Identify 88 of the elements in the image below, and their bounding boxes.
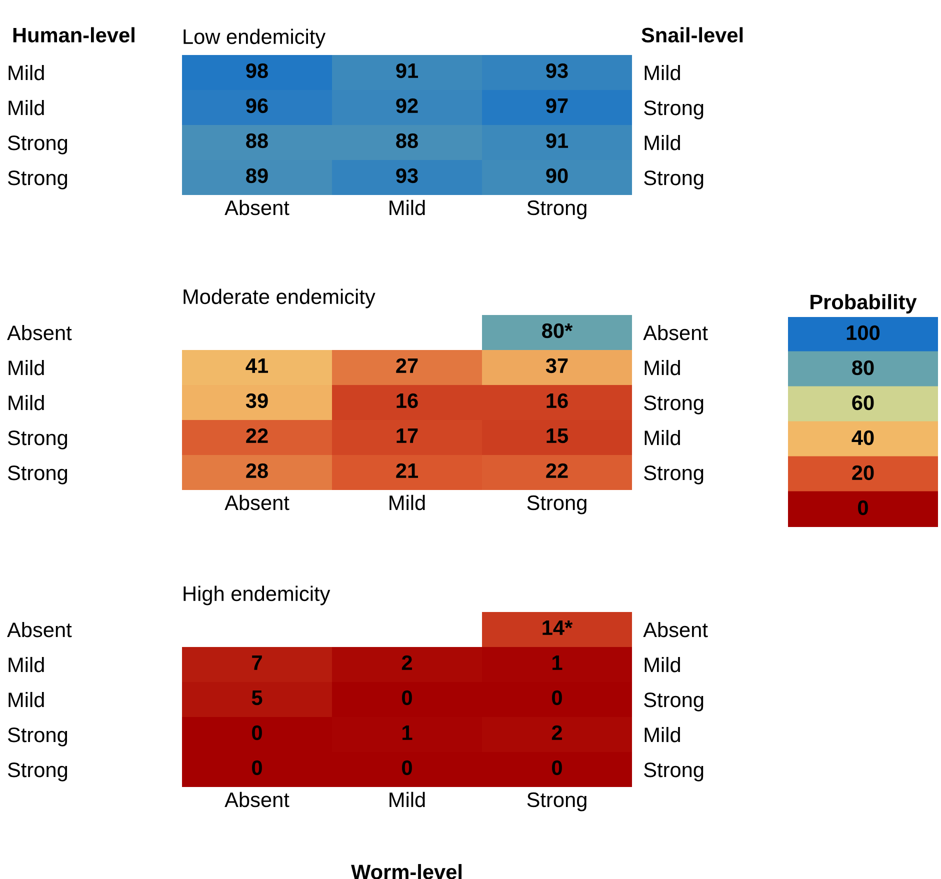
x-tick-label: Mild bbox=[390, 494, 425, 510]
data-label: 39 bbox=[246, 393, 268, 408]
x-tick-label: Mild bbox=[390, 200, 425, 216]
data-label: 0 bbox=[402, 690, 412, 706]
data-label: 16 bbox=[396, 393, 418, 408]
chart-title: High endemicity bbox=[184, 586, 330, 606]
data-label: 0 bbox=[552, 690, 562, 706]
color-bar-label: 40 bbox=[852, 430, 874, 446]
data-label: 0 bbox=[552, 760, 562, 776]
y2-tick-label: Strong bbox=[644, 170, 704, 190]
y-tick-label: Strong bbox=[8, 466, 68, 484]
x-tick-label: Strong bbox=[527, 792, 586, 812]
data-label: 28 bbox=[246, 463, 268, 478]
x-tick-label: Strong bbox=[527, 200, 586, 220]
y-tick-label: Absent bbox=[7, 324, 72, 340]
chart-title: Moderate endemicity bbox=[184, 288, 376, 308]
y-tick-label: Mild bbox=[8, 100, 44, 116]
y2-tick-label: Absent bbox=[643, 622, 708, 638]
data-label: 0 bbox=[402, 760, 412, 776]
y2-tick-label: Strong bbox=[644, 762, 704, 782]
x-tick-label: Mild bbox=[390, 792, 425, 808]
x-tick-label: Absent bbox=[224, 494, 290, 510]
color-bar-label: 0 bbox=[858, 500, 868, 516]
color-bar-title: Probability bbox=[810, 294, 917, 314]
data-label: 92 bbox=[396, 98, 418, 114]
y2-tick-label: Mild bbox=[644, 656, 680, 672]
y2-tick-label: Mild bbox=[644, 430, 680, 446]
data-label: 7 bbox=[252, 656, 262, 670]
data-label: 80* bbox=[542, 323, 573, 338]
data-label: 96 bbox=[246, 98, 268, 114]
data-label: 17 bbox=[396, 428, 418, 443]
y2-tick-label: Mild bbox=[644, 360, 680, 376]
x-axis-title: Worm-level bbox=[351, 864, 462, 879]
y-tick-label: Mild bbox=[8, 360, 44, 376]
data-label: 0 bbox=[252, 760, 262, 776]
data-label: 97 bbox=[546, 98, 568, 114]
y2-tick-label: Strong bbox=[644, 396, 704, 414]
data-label: 15 bbox=[546, 428, 568, 444]
color-bar-label: 100 bbox=[846, 325, 880, 340]
data-label: 27 bbox=[396, 358, 418, 373]
y2-tick-label: Mild bbox=[644, 726, 680, 742]
data-label: 22 bbox=[546, 463, 568, 478]
data-label: 88 bbox=[246, 133, 268, 148]
data-label: 1 bbox=[552, 656, 562, 670]
y2-tick-label: Strong bbox=[644, 466, 704, 484]
color-bar-label: 80 bbox=[852, 360, 874, 376]
data-label: 2 bbox=[402, 655, 412, 670]
data-label: 41 bbox=[246, 358, 268, 373]
data-label: 91 bbox=[546, 133, 568, 148]
y-tick-label: Mild bbox=[8, 656, 44, 672]
color-bar-label: 20 bbox=[852, 465, 874, 480]
data-label: 91 bbox=[396, 63, 418, 78]
data-label: 1 bbox=[402, 726, 412, 740]
y-tick-label: Strong bbox=[8, 430, 68, 450]
data-label: 98 bbox=[246, 63, 268, 78]
y2-tick-label: Absent bbox=[643, 324, 708, 340]
y-tick-label: Mild bbox=[8, 692, 44, 708]
data-label: 5 bbox=[252, 690, 262, 706]
data-label: 93 bbox=[396, 168, 418, 184]
data-label: 16 bbox=[546, 393, 568, 408]
data-label: 2 bbox=[552, 725, 562, 740]
y-tick-label: Absent bbox=[7, 622, 72, 638]
data-label: 37 bbox=[546, 358, 568, 374]
data-label: 93 bbox=[546, 63, 568, 78]
y-tick-label: Mild bbox=[8, 394, 44, 410]
data-label: 90 bbox=[546, 168, 568, 184]
x-tick-label: Absent bbox=[224, 200, 290, 216]
y2-tick-label: Strong bbox=[644, 100, 704, 120]
y2-tick-label: Mild bbox=[644, 64, 680, 80]
y-tick-label: Strong bbox=[8, 728, 68, 746]
y2-axis-title: Snail-level bbox=[642, 27, 743, 42]
y-tick-label: Strong bbox=[8, 170, 68, 190]
y-axis-title: Human-level bbox=[13, 27, 134, 42]
y-tick-label: Mild bbox=[8, 64, 44, 80]
data-label: 0 bbox=[252, 725, 262, 740]
data-label: 22 bbox=[246, 428, 268, 443]
y2-tick-label: Strong bbox=[644, 692, 704, 712]
y-tick-label: Strong bbox=[8, 136, 68, 154]
data-label: 14* bbox=[542, 620, 573, 635]
data-label: 89 bbox=[246, 168, 268, 184]
y-tick-label: Strong bbox=[8, 762, 68, 782]
chart-title: Low endemicity bbox=[184, 28, 326, 48]
data-label: 21 bbox=[396, 463, 418, 478]
x-tick-label: Absent bbox=[224, 792, 290, 808]
color-bar-label: 60 bbox=[852, 395, 874, 410]
data-label: 88 bbox=[396, 133, 418, 148]
x-tick-label: Strong bbox=[527, 495, 586, 514]
y2-tick-label: Mild bbox=[644, 134, 680, 150]
